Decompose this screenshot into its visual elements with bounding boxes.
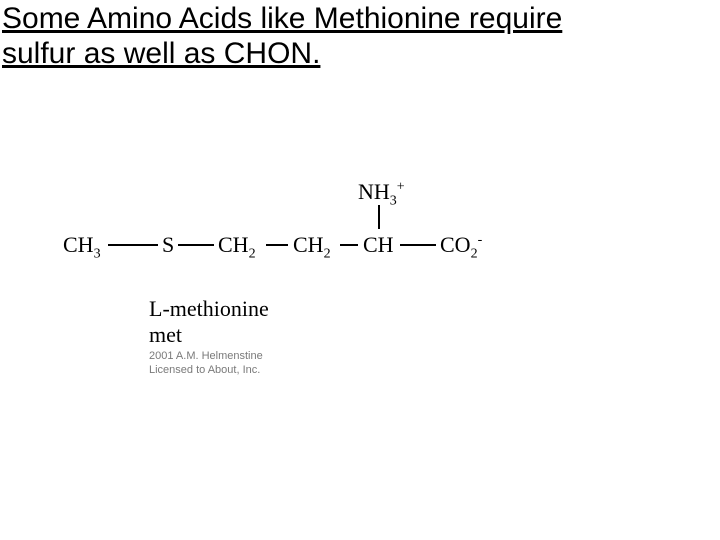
atom-s-base: S	[162, 232, 174, 257]
atom-ch2-a: CH2	[218, 232, 256, 262]
atom-nh3-base: NH	[358, 179, 390, 204]
atom-ch3-sub: 3	[94, 246, 101, 261]
bond-ch-nh3	[378, 205, 380, 229]
bond-ch2b-ch	[340, 244, 358, 246]
atom-ch-base: CH	[363, 232, 394, 257]
bond-ch-co2	[400, 244, 436, 246]
atom-s: S	[162, 232, 174, 258]
atom-nh3-sup: +	[397, 180, 405, 195]
atom-nh3: NH3+	[358, 179, 405, 209]
page-title: Some Amino Acids like Methionine require…	[2, 2, 562, 71]
atom-ch2b-base: CH	[293, 232, 324, 257]
atom-ch2b-sub: 2	[324, 246, 331, 261]
title-line-1: Some Amino Acids like Methionine require	[2, 2, 562, 35]
atom-ch2a-sub: 2	[249, 246, 256, 261]
atom-ch: CH	[363, 232, 394, 258]
title-line-2: sulfur as well as CHON.	[2, 37, 320, 70]
credit-line-1: 2001 A.M. Helmenstine	[149, 350, 263, 362]
atom-nh3-sub: 3	[390, 193, 397, 208]
image-credit: 2001 A.M. Helmenstine Licensed to About,…	[149, 350, 263, 378]
bond-ch2a-ch2b	[266, 244, 288, 246]
atom-co2-base: CO	[440, 232, 471, 257]
bond-ch3-s	[108, 244, 158, 246]
bond-s-ch2a	[178, 244, 214, 246]
molecule-abbr: met	[149, 322, 182, 348]
molecule-name: L-methionine	[149, 296, 269, 322]
atom-co2-sup: -	[478, 233, 483, 248]
atom-co2-sub: 2	[471, 246, 478, 261]
atom-ch2a-base: CH	[218, 232, 249, 257]
atom-ch2-b: CH2	[293, 232, 331, 262]
atom-ch3-base: CH	[63, 232, 94, 257]
atom-co2: CO2-	[440, 232, 482, 262]
credit-line-2: Licensed to About, Inc.	[149, 364, 260, 376]
atom-ch3: CH3	[63, 232, 101, 262]
